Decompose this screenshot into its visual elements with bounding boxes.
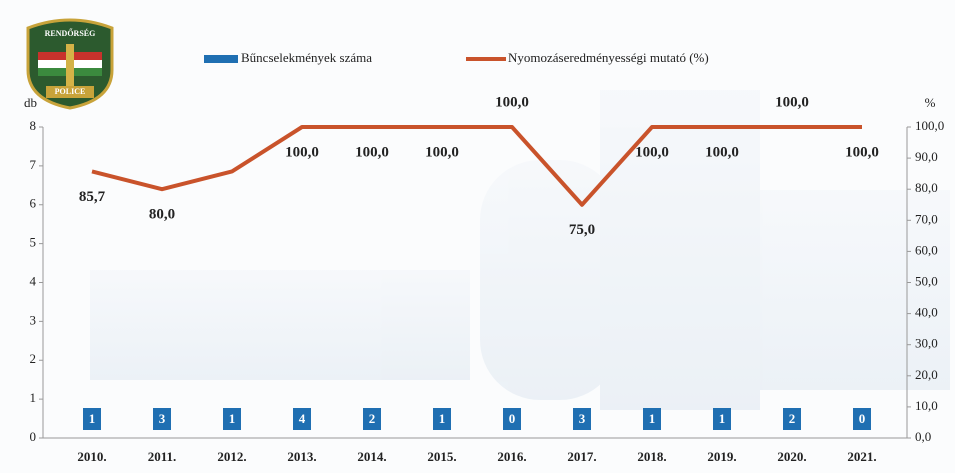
line [91,125,862,207]
y-tick-label: 6 [30,196,37,211]
line-value-label: 80,0 [149,207,175,223]
bar-value-box [293,408,311,430]
x-tick-label: 2020. [777,449,806,464]
x-tick-label: 2012. [217,449,246,464]
y2-tick-label: 10,0 [915,398,938,413]
logo-bottom-text: POLICE [55,87,86,96]
bar-value-label: 1 [439,411,446,426]
x-tick-label: 2019. [707,449,736,464]
bar-value-box [643,408,661,430]
bar-value-label: 4 [299,411,306,426]
y2-tick-label: 70,0 [915,211,938,226]
y-tick-label: 2 [30,351,37,366]
bar-value-box [83,408,101,430]
y-tick-label: 5 [30,235,37,250]
bar-value-label: 2 [789,411,796,426]
bar-value-box [713,408,731,430]
bar-value-box [363,408,381,430]
line-value-label: 85,7 [79,189,106,205]
line-value-label: 100,0 [845,144,879,160]
line-value-label: 100,0 [705,144,739,160]
y-tick-label: 3 [30,312,37,327]
bar-value-box [153,408,171,430]
x-tick-label: 2017. [567,449,596,464]
line-value-label: 75,0 [569,222,595,238]
bar-value-box [573,408,591,430]
bar-value-box [783,408,801,430]
x-tick-label: 2021. [847,449,876,464]
line-value-label: 100,0 [775,94,809,110]
y2-tick-label: 90,0 [915,149,938,164]
line-value-label: 100,0 [425,144,459,160]
x-tick-label: 2018. [637,449,666,464]
x-tick-label: 2011. [148,449,177,464]
y2-tick-label: 60,0 [915,242,938,257]
y2-tick-label: 20,0 [915,367,938,382]
y-tick-label: 4 [30,273,37,288]
y2-tick-label: 100,0 [915,118,944,133]
bar-value-box [433,408,451,430]
y-tick-label: 7 [30,157,37,172]
y2-tick-label: 0,0 [915,429,931,444]
y2-tick-label: 40,0 [915,305,938,320]
y-tick-label: 0 [30,429,37,444]
bar-value-label: 0 [859,411,866,426]
background-building [90,90,950,410]
y2-tick-label: 30,0 [915,336,938,351]
x-tick-label: 2013. [287,449,316,464]
bar-value-label: 1 [89,411,96,426]
bar-value-label: 1 [719,411,726,426]
bar-value-box [503,408,521,430]
y2-axis-label: % [925,95,936,110]
bar-value-label: 2 [369,411,376,426]
y-tick-label: 8 [30,118,37,133]
y-axis-label: db [24,95,37,110]
bar-value-label: 3 [579,411,586,426]
logo-top-text: RENDŐRSÉG [45,28,96,38]
line-value-label: 100,0 [495,94,529,110]
bar-value-label: 1 [649,411,656,426]
legend-swatch [204,55,238,63]
x-tick-label: 2014. [357,449,386,464]
y-tick-label: 1 [30,390,37,405]
x-tick-label: 2015. [427,449,456,464]
y2-tick-label: 80,0 [915,180,938,195]
bar-value-label: 3 [159,411,166,426]
bar-value-box [853,408,871,430]
bar-value-label: 1 [229,411,236,426]
line-value-label: 100,0 [355,144,389,160]
legend-label: Nyomozáseredményességi mutató (%) [508,50,709,65]
x-tick-label: 2010. [77,449,106,464]
line-value-label: 100,0 [285,144,319,160]
bar-value-label: 0 [509,411,516,426]
bar-value-box [223,408,241,430]
y2-tick-label: 50,0 [915,273,938,288]
x-tick-label: 2016. [497,449,526,464]
logo: RENDŐRSÉG POLICE [26,18,114,110]
line-value-label: 100,0 [635,144,669,160]
legend-label: Bűncselekmények száma [241,50,372,65]
